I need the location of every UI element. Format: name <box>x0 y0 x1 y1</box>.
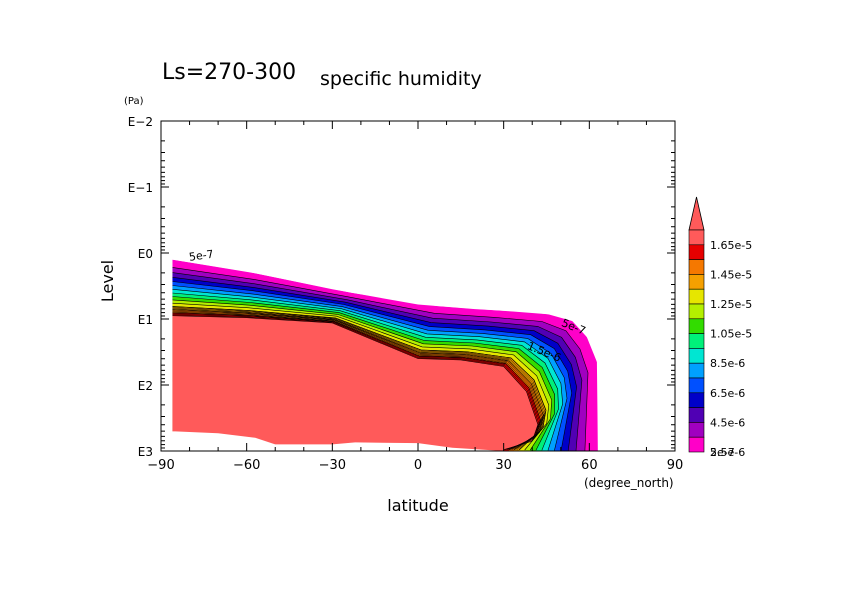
colorbar-label: 1.25e-5 <box>710 298 752 311</box>
x-axis: −90 −60 −30 0 30 60 90 <box>147 121 683 473</box>
colorbar-label: 2.5e-6 <box>710 446 745 459</box>
y-axis-label: Level <box>98 260 117 302</box>
colorbar-swatch <box>688 259 705 275</box>
chart-title: Ls=270-300 <box>162 60 296 85</box>
x-tick-label: 0 <box>414 458 422 473</box>
colorbar-swatch <box>688 422 705 438</box>
colorbar-swatch <box>688 348 705 364</box>
colorbar-swatch <box>688 229 705 246</box>
colorbar-label: 1.45e-5 <box>710 268 752 281</box>
contour-line-3 <box>172 277 577 451</box>
y-tick-label: E1 <box>138 313 153 327</box>
x-axis-label: latitude <box>387 496 448 515</box>
plot-area: 5e-75e-71.5e-6 <box>161 121 675 451</box>
colorbar-label: 6.5e-6 <box>710 387 745 400</box>
colorbar-label: 5e-7 <box>710 446 735 459</box>
contour-lines <box>172 267 589 451</box>
contour-line-7 <box>172 292 559 451</box>
contour-line-14 <box>172 315 539 450</box>
contour-line-10 <box>172 302 550 451</box>
humidity-band-14 <box>172 315 538 451</box>
colorbar-swatch <box>688 392 705 408</box>
colorbar-swatch <box>688 407 705 423</box>
y-tick-label: E−1 <box>128 181 153 195</box>
contour-line-4 <box>172 281 573 451</box>
contour-line-6 <box>172 289 564 451</box>
contour-line-2 <box>172 272 583 451</box>
x-tick-label: 30 <box>495 458 512 473</box>
colorbar: 1.65e-5 1.45e-5 1.25e-5 1.05e-5 8.5e-6 6.5e-6… <box>688 196 752 459</box>
colorbar-label: 1.65e-5 <box>710 239 752 252</box>
contour-line-dense-9 <box>172 314 540 450</box>
colorbar-swatch <box>688 244 705 260</box>
x-tick-label: 90 <box>667 458 684 473</box>
contour-line-dense-2 <box>172 307 546 451</box>
contour-line-1 <box>172 267 589 451</box>
contour-label: 5e-7 <box>188 248 214 264</box>
chart-subtitle: specific humidity <box>320 68 482 90</box>
contour-line-5 <box>172 285 568 451</box>
y-tick-label: E−2 <box>128 115 153 129</box>
y-tick-label: E3 <box>138 445 153 459</box>
y-tick-label: E0 <box>138 247 153 261</box>
contour-line-dense-1 <box>172 306 547 451</box>
colorbar-swatch <box>688 274 705 290</box>
contour-line-8 <box>172 296 556 451</box>
x-tick-label: −60 <box>233 458 260 473</box>
colorbar-swatch <box>688 377 705 394</box>
missing-data-mask <box>161 121 675 451</box>
contour-line-9 <box>172 299 553 451</box>
colorbar-label: 8.5e-6 <box>710 357 745 370</box>
x-axis-unit: (degree_north) <box>584 476 674 490</box>
contour-line-dense-8 <box>172 313 540 450</box>
x-tick-label: −90 <box>147 458 174 473</box>
colorbar-swatch <box>688 318 705 334</box>
contour-line-dense-6 <box>172 311 542 451</box>
contour-line-dense-5 <box>172 310 543 451</box>
contour-line-dense-7 <box>172 312 541 451</box>
colorbar-arrow <box>688 196 705 231</box>
contour-line-dense-4 <box>172 309 544 451</box>
x-tick-label: 60 <box>581 458 598 473</box>
colorbar-swatch <box>688 333 705 349</box>
y-axis-unit: (Pa) <box>124 96 144 107</box>
colorbar-label: 1.05e-5 <box>710 328 752 341</box>
contour-line-dense-3 <box>172 308 545 450</box>
y-axis: E−2 E−1 E0 E1 E2 E3 <box>128 115 675 459</box>
humidity-bands <box>172 259 598 451</box>
colorbar-swatch <box>688 288 705 305</box>
colorbar-swatch <box>688 436 705 453</box>
colorbar-label: 4.5e-6 <box>710 416 745 429</box>
y-tick-label: E2 <box>138 379 153 393</box>
x-tick-label: −30 <box>319 458 346 473</box>
colorbar-swatch <box>688 303 705 320</box>
colorbar-swatch <box>688 362 705 379</box>
